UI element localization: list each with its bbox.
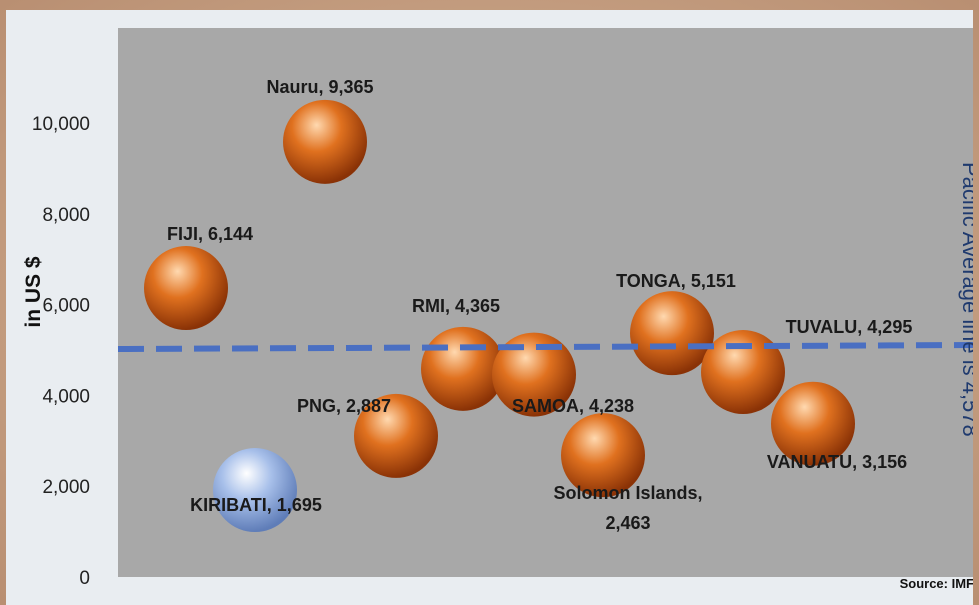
data-point-bubble (701, 330, 785, 415)
y-tick-label: 10,000 (32, 114, 90, 135)
data-point-label: PNG, 2,887 (297, 396, 391, 416)
data-point-bubble (771, 381, 855, 466)
average-line-label: Pacific Average line is 4,578 (958, 162, 973, 437)
y-tick-label: 4,000 (42, 386, 90, 407)
data-point-label: Solomon Islands, (553, 483, 702, 503)
bubble-chart: 0 2,000 4,000 6,000 8,000 10,000 in US $ FIJI, … (22, 28, 973, 591)
y-tick-label: 8,000 (42, 205, 90, 226)
data-point-bubble (561, 413, 645, 498)
data-point-bubble (283, 99, 367, 184)
data-point-bubble (492, 332, 576, 417)
chart-frame: 0 2,000 4,000 6,000 8,000 10,000 in US $ FIJI, … (6, 10, 973, 605)
data-point-label: VANUATU, 3,156 (767, 452, 907, 472)
data-point-label: TONGA, 5,151 (616, 271, 736, 291)
data-point-label: KIRIBATI, 1,695 (190, 495, 322, 515)
data-point-bubble (630, 291, 714, 376)
y-tick-label: 6,000 (42, 296, 90, 317)
data-point-label: Nauru, 9,365 (266, 77, 373, 97)
data-point-bubble (354, 393, 438, 478)
y-tick-label: 0 (79, 568, 90, 589)
y-tick-label: 2,000 (42, 477, 90, 498)
average-line (117, 342, 973, 352)
data-point-label: FIJI, 6,144 (167, 224, 253, 244)
data-point-label: RMI, 4,365 (412, 296, 500, 316)
data-point-bubble (144, 246, 228, 331)
data-point-label: SAMOA, 4,238 (512, 396, 634, 416)
y-axis-label: in US $ (22, 256, 45, 328)
source-note: Source: IMF (900, 576, 973, 591)
data-point-bubble (213, 448, 297, 533)
data-point-label: TUVALU, 4,295 (786, 317, 913, 337)
data-point-label: 2,463 (605, 513, 650, 533)
